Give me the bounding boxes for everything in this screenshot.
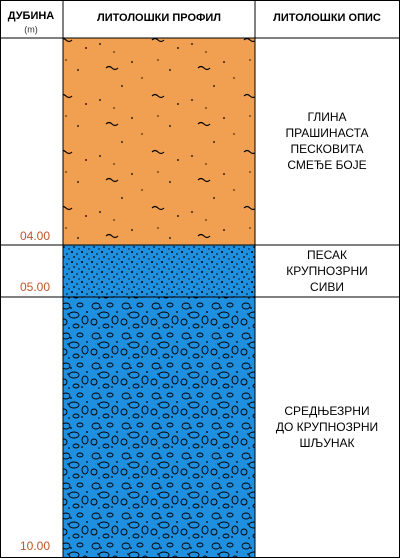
- depth-label: 10.00: [20, 539, 50, 553]
- description-line: СРЕДЊЕЗРНИ: [284, 404, 369, 418]
- header-depth: ДУБИНА: [8, 10, 55, 22]
- gravel-layer: [63, 297, 255, 557]
- description-line: СМЕЂЕ БОЈЕ: [287, 158, 366, 172]
- clay-layer: [63, 38, 255, 245]
- depth-label: 05.00: [20, 280, 50, 294]
- header-unit: (m): [24, 24, 38, 34]
- depth-label: 04.00: [20, 229, 50, 243]
- description-line: ДО КРУПНОЗРНИ: [276, 420, 378, 434]
- header-description: ЛИТОЛОШКИ ОПИС: [273, 12, 381, 24]
- header-profile: ЛИТОЛОШКИ ПРОФИЛ: [97, 12, 221, 24]
- description-line: ПРАШИНАСТА: [285, 126, 368, 140]
- sand-layer: [63, 245, 255, 297]
- description-line: ПЕСКОВИТА: [290, 142, 363, 156]
- description-line: СИВИ: [310, 280, 344, 294]
- description-line: ПЕСАК: [307, 248, 347, 262]
- description-line: ГЛИНА: [308, 110, 347, 124]
- description-line: КРУПНОЗРНИ: [286, 264, 368, 278]
- description-line: ШЉУНАК: [300, 436, 355, 450]
